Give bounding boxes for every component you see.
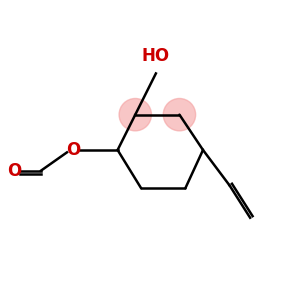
Text: O: O [8, 162, 22, 180]
Circle shape [119, 98, 152, 131]
Text: HO: HO [142, 46, 170, 64]
Text: O: O [66, 141, 81, 159]
Circle shape [163, 98, 196, 131]
